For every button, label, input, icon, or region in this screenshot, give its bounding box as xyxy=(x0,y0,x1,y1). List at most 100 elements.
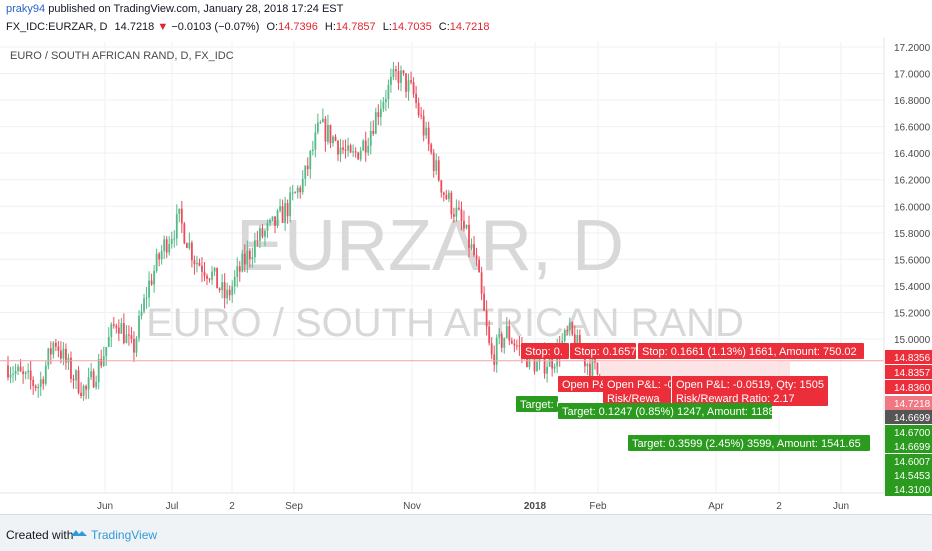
candle-body xyxy=(314,132,317,150)
candle-body xyxy=(168,243,171,253)
y-tick-label: 15.4000 xyxy=(894,282,931,293)
low-value: 14.7035 xyxy=(391,21,432,33)
candle-body xyxy=(442,192,445,195)
candle-body xyxy=(203,271,206,276)
candle-body xyxy=(311,149,314,151)
x-tick-label: Apr xyxy=(708,501,724,512)
candle-body xyxy=(591,358,594,377)
candle-body xyxy=(7,365,9,378)
tradingview-brand[interactable]: TradingView xyxy=(91,528,158,542)
candle-body xyxy=(173,238,176,240)
candle-body xyxy=(478,259,480,273)
candle-body xyxy=(470,244,473,248)
candle-body xyxy=(473,244,475,256)
candle-body xyxy=(122,323,125,343)
candle-body xyxy=(236,266,239,277)
candle-body xyxy=(97,359,100,383)
candle-body xyxy=(185,243,188,249)
candle-body xyxy=(508,325,511,341)
price-tag-label: 14.7218 xyxy=(894,399,931,410)
candle-body xyxy=(460,209,463,221)
y-tick-label: 16.8000 xyxy=(894,96,931,107)
high-value: 14.7857 xyxy=(335,21,376,33)
price-tag-label: 14.8360 xyxy=(894,383,931,394)
pl-label-1: Open P& xyxy=(562,379,607,391)
candle-body xyxy=(85,385,87,390)
candle-body xyxy=(17,366,19,371)
x-tick-label: Feb xyxy=(589,501,607,512)
candle-body xyxy=(490,343,493,355)
candle-body xyxy=(536,362,538,372)
author-link[interactable]: praky94 xyxy=(6,3,46,15)
candle-body xyxy=(266,223,269,231)
price-tag-box xyxy=(885,468,932,482)
target-label-2: Target: 0.1247 (0.85%) 1247, Amount: 118… xyxy=(562,406,790,418)
candle-body xyxy=(493,354,496,365)
price-chart[interactable]: EURZAR, D EURO / SOUTH AFRICAN RAND EURO /… xyxy=(0,38,932,514)
candle-body xyxy=(372,130,375,134)
stop-label-1-box xyxy=(521,343,569,359)
candle-body xyxy=(233,276,236,287)
candle-body xyxy=(395,69,397,72)
candle-body xyxy=(576,334,579,351)
candle-body xyxy=(279,206,281,211)
x-tick-label: 2 xyxy=(776,501,782,512)
candle-body xyxy=(228,289,231,296)
candle-body xyxy=(213,267,216,272)
y-tick-label: 17.2000 xyxy=(894,43,931,54)
pl-label-3: Open P&L: -0.0519, Qty: 1505 xyxy=(676,379,824,391)
y-tick-label: 17.0000 xyxy=(894,70,931,81)
candle-body xyxy=(34,385,37,388)
candle-body xyxy=(264,230,266,237)
candle-body xyxy=(347,145,349,151)
candle-body xyxy=(133,338,135,353)
candle-body xyxy=(261,228,264,237)
candle-body xyxy=(427,127,430,145)
candle-body xyxy=(291,192,294,194)
candle-body xyxy=(110,324,113,337)
candle-body xyxy=(352,151,355,153)
candle-body xyxy=(193,260,196,265)
candle-body xyxy=(589,363,591,377)
price-tag-box xyxy=(885,380,932,394)
candle-body xyxy=(82,385,85,396)
candle-body xyxy=(70,357,72,379)
y-tick-label: 16.6000 xyxy=(894,123,931,134)
candle-body xyxy=(485,310,488,327)
x-tick-label: 2 xyxy=(229,501,235,512)
candle-body xyxy=(566,330,569,332)
candle-body xyxy=(253,240,256,258)
candle-body xyxy=(407,80,410,92)
candle-body xyxy=(450,192,453,215)
candle-body xyxy=(518,345,521,347)
candle-body xyxy=(327,124,329,142)
candle-body xyxy=(500,334,503,348)
x-tick-label: Nov xyxy=(403,501,421,512)
watermark-name: EURO / SOUTH AFRICAN RAND xyxy=(146,301,744,345)
candle-body xyxy=(100,359,103,366)
candle-body xyxy=(465,224,468,229)
candle-body xyxy=(67,357,70,363)
candle-body xyxy=(369,130,372,146)
candle-body xyxy=(90,371,93,378)
candle-body xyxy=(568,322,571,331)
y-tick-label: 16.2000 xyxy=(894,176,931,187)
candle-body xyxy=(377,112,380,118)
candle-body xyxy=(130,335,133,339)
candle-body xyxy=(337,140,339,155)
price-change: −0.0103 (−0.07%) xyxy=(171,21,260,33)
candle-body xyxy=(364,140,367,153)
candle-body xyxy=(95,382,98,388)
candle-body xyxy=(19,366,22,372)
candle-body xyxy=(145,297,148,299)
y-tick-label: 15.8000 xyxy=(894,229,931,240)
candle-body xyxy=(153,270,156,285)
candle-body xyxy=(332,136,334,144)
candle-body xyxy=(435,160,438,171)
low-label: L: xyxy=(382,21,392,33)
candle-body xyxy=(155,253,158,271)
candle-body xyxy=(80,392,82,396)
candle-body xyxy=(510,340,513,344)
candle-body xyxy=(180,208,183,224)
candle-body xyxy=(22,371,25,375)
